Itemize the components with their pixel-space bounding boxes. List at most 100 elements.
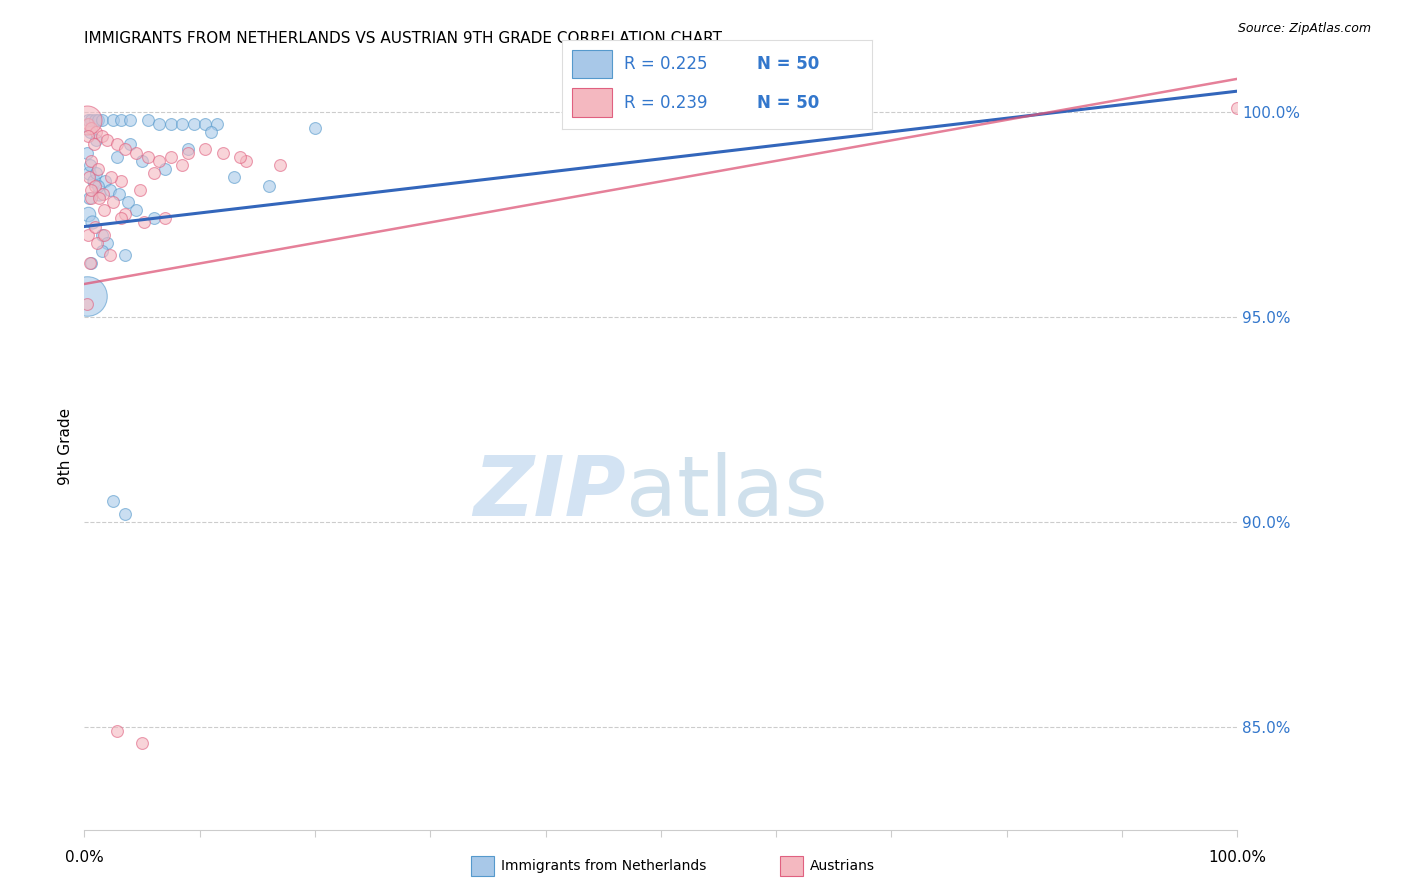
Point bbox=[80, 183, 103, 197]
Point bbox=[105, 150, 128, 164]
Point bbox=[142, 166, 165, 180]
Point bbox=[304, 121, 326, 136]
Point bbox=[136, 150, 159, 164]
Point bbox=[177, 142, 200, 156]
Point bbox=[98, 248, 121, 262]
Point bbox=[90, 227, 112, 242]
Point bbox=[76, 207, 98, 221]
Text: Immigrants from Netherlands: Immigrants from Netherlands bbox=[501, 859, 706, 873]
Point bbox=[76, 129, 98, 144]
Point bbox=[93, 203, 115, 218]
Point bbox=[105, 137, 128, 152]
Point bbox=[131, 153, 153, 168]
Point bbox=[87, 178, 110, 193]
Point bbox=[83, 219, 105, 234]
Point bbox=[103, 194, 124, 209]
Point bbox=[94, 174, 117, 188]
Point bbox=[84, 125, 107, 139]
Point bbox=[87, 162, 110, 177]
Point bbox=[108, 186, 131, 201]
Point bbox=[269, 158, 291, 172]
Point bbox=[80, 256, 103, 270]
Point bbox=[235, 153, 257, 168]
Point bbox=[110, 174, 132, 188]
Text: R = 0.239: R = 0.239 bbox=[624, 94, 707, 112]
Point bbox=[79, 158, 101, 172]
Point bbox=[76, 112, 98, 127]
Point bbox=[89, 191, 111, 205]
Point bbox=[1226, 101, 1249, 115]
Point bbox=[153, 162, 176, 177]
Point bbox=[96, 133, 118, 147]
Point bbox=[125, 145, 148, 160]
Point bbox=[80, 121, 103, 136]
Point bbox=[205, 117, 228, 131]
Point bbox=[79, 125, 101, 139]
Text: IMMIGRANTS FROM NETHERLANDS VS AUSTRIAN 9TH GRADE CORRELATION CHART: IMMIGRANTS FROM NETHERLANDS VS AUSTRIAN … bbox=[84, 31, 723, 46]
Point bbox=[229, 150, 252, 164]
Text: Austrians: Austrians bbox=[810, 859, 875, 873]
Point bbox=[131, 736, 153, 750]
Point bbox=[172, 158, 194, 172]
Point bbox=[80, 191, 103, 205]
Point bbox=[120, 137, 142, 152]
Point bbox=[76, 117, 98, 131]
Text: N = 50: N = 50 bbox=[758, 94, 820, 112]
Point bbox=[114, 207, 136, 221]
Point bbox=[83, 174, 105, 188]
Point bbox=[183, 117, 205, 131]
Point bbox=[128, 183, 150, 197]
Point bbox=[160, 150, 183, 164]
Point bbox=[91, 186, 114, 201]
Point bbox=[153, 211, 176, 226]
Point bbox=[125, 203, 148, 218]
Point bbox=[98, 183, 121, 197]
Point bbox=[105, 724, 128, 739]
Point bbox=[194, 117, 217, 131]
Point bbox=[83, 112, 105, 127]
Point bbox=[79, 256, 101, 270]
Text: Source: ZipAtlas.com: Source: ZipAtlas.com bbox=[1237, 22, 1371, 36]
Point bbox=[114, 142, 136, 156]
Point bbox=[120, 112, 142, 127]
Point bbox=[84, 166, 107, 180]
Point bbox=[117, 194, 139, 209]
FancyBboxPatch shape bbox=[572, 50, 612, 78]
Text: R = 0.225: R = 0.225 bbox=[624, 55, 707, 73]
Point bbox=[200, 125, 222, 139]
Text: 100.0%: 100.0% bbox=[1208, 850, 1267, 865]
Text: atlas: atlas bbox=[626, 451, 828, 533]
Text: N = 50: N = 50 bbox=[758, 55, 820, 73]
Point bbox=[90, 112, 112, 127]
Point bbox=[76, 227, 98, 242]
Point bbox=[90, 244, 112, 259]
Point bbox=[172, 117, 194, 131]
Point bbox=[87, 112, 110, 127]
Point bbox=[77, 166, 100, 180]
Point bbox=[93, 227, 115, 242]
Point bbox=[82, 215, 104, 229]
Point bbox=[224, 170, 246, 185]
Point bbox=[80, 153, 103, 168]
Point bbox=[114, 248, 136, 262]
Point bbox=[76, 289, 98, 303]
Text: 0.0%: 0.0% bbox=[65, 850, 104, 865]
Point bbox=[148, 153, 170, 168]
Point bbox=[194, 142, 217, 156]
Point bbox=[76, 297, 98, 311]
Point bbox=[103, 112, 124, 127]
Point bbox=[134, 215, 156, 229]
Point bbox=[100, 170, 122, 185]
Point bbox=[110, 211, 132, 226]
FancyBboxPatch shape bbox=[572, 88, 612, 117]
Point bbox=[211, 145, 233, 160]
Point bbox=[80, 112, 103, 127]
Point bbox=[84, 133, 107, 147]
Point bbox=[177, 145, 200, 160]
Point bbox=[86, 235, 108, 250]
Point bbox=[76, 112, 98, 127]
Point bbox=[83, 137, 105, 152]
Point bbox=[76, 145, 98, 160]
Point bbox=[96, 235, 118, 250]
Point bbox=[136, 112, 159, 127]
